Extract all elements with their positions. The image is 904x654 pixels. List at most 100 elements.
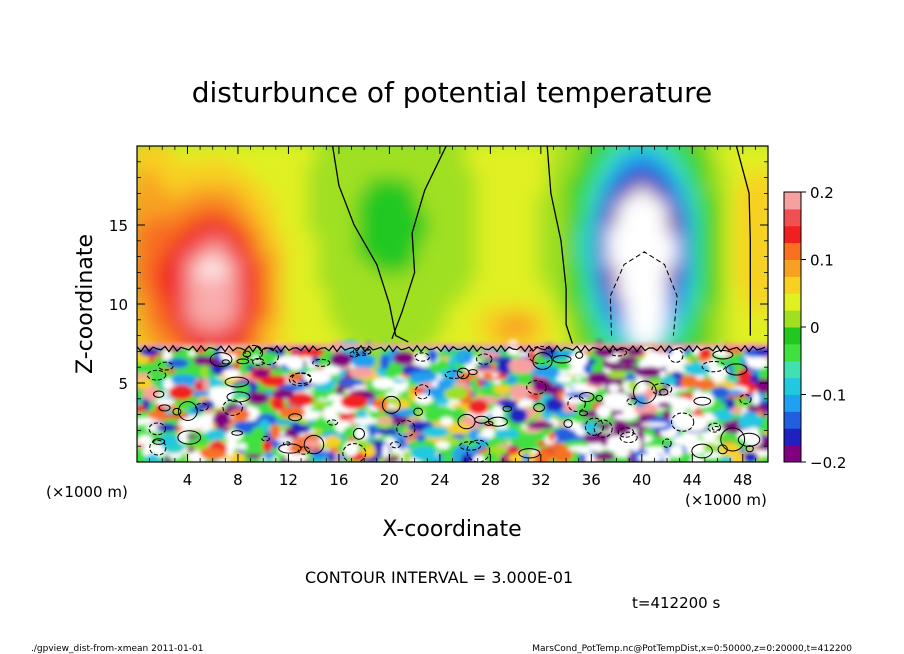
contour-small [224,376,249,388]
x-tick-label: 8 [233,471,243,489]
plot-area [137,146,768,462]
y-tick-label: 15 [109,217,128,235]
contour-small [712,350,734,360]
contour-boundary [137,344,766,353]
footer-left: ./gpview_dist-from-xmean 2011-01-01 [31,644,203,654]
contour-small [739,394,752,405]
x-tick-label: 24 [430,471,449,489]
colorbar-tick-label: 0.2 [810,184,834,202]
colorbar-segment [784,310,801,328]
contour-small [444,370,465,379]
contour-small [222,399,243,416]
colorbar-segment [784,394,801,412]
contour-small [563,419,573,428]
contour-small [578,391,595,403]
contour-small [575,351,584,359]
contour-small [226,391,251,403]
contour-small [349,351,359,358]
contour-small [252,357,265,366]
contour-small [476,353,493,365]
colorbar-segment [784,192,801,210]
contour-small [236,358,250,365]
contour-small [288,372,312,387]
contour-small [297,446,311,455]
y-axis-label: Z-coordinate [73,234,98,374]
x-tick-label: 36 [582,471,601,489]
contour-small [244,344,264,361]
contour-small [626,397,637,406]
colorbar-segments [784,192,801,463]
contour-small [459,441,482,451]
colorbar: 0.2 0.1 0 −0.1 −0.2 [783,184,846,472]
contour-small [609,348,628,357]
contour-small [518,448,541,459]
colorbar-tick-label: −0.1 [810,387,846,405]
contour-small [177,430,202,445]
contour-small [593,419,613,438]
contour-small [195,402,209,411]
contour-small [662,438,672,448]
upper-field [137,146,768,363]
colorbar-tick-label: −0.2 [810,454,846,472]
contour-small [381,395,401,414]
contour-small [146,369,167,381]
x-tick-label: 20 [380,471,399,489]
contour-small [177,401,198,421]
contour-small [737,432,761,447]
colorbar-segment [784,445,801,463]
contour-small [693,396,712,406]
contour-small [396,419,416,438]
contour-zero-right [546,146,574,344]
contour-small [711,425,721,431]
contour-small [456,367,470,380]
contour-small [532,352,553,370]
contour-small [533,403,545,413]
colorbar-segment [784,428,801,446]
contour-small [157,361,174,371]
contour-small [326,419,339,426]
footer-right: MarsCond_PotTemp.nc@PotTempDist,x=0:5000… [532,644,852,654]
contour-small [221,359,230,365]
contour-small [691,443,713,459]
contour-small [725,363,748,376]
contour-small [552,355,572,364]
contour-small [595,394,603,402]
x-unit-left: (×1000 m) [46,483,128,501]
contour-negative-core [609,251,678,336]
colorbar-segment [784,377,801,395]
contour-small [720,427,746,452]
colorbar-segment [784,360,801,379]
contour-small [303,434,325,455]
contour-interval: CONTOUR INTERVAL = 3.000E-01 [305,568,573,587]
contour-zero-far [735,146,751,336]
x-unit-right: (×1000 m) [685,491,767,509]
contour-small [528,345,553,365]
contour-small [578,410,589,417]
contour-small [414,352,430,362]
contour-small [670,412,695,432]
contour-small [390,441,401,449]
contour-small [413,407,424,416]
contour-small [414,384,431,400]
contour-small [148,422,167,436]
x-tick-label: 32 [531,471,550,489]
contour-small [474,415,490,424]
y-tick-label: 5 [118,375,128,393]
x-tick-label: 40 [632,471,651,489]
contour-small [619,431,638,444]
contour-small [152,438,166,445]
contour-small [526,380,547,395]
contour-small [342,443,367,462]
contour-small [584,417,604,436]
x-axis-label: X-coordinate [382,517,521,542]
contour-small [567,395,586,412]
colorbar-segment [784,208,801,227]
colorbar-segment [784,293,801,311]
x-tick-label: 12 [279,471,298,489]
contour-small [259,347,279,366]
contour-small [158,404,171,412]
contour-small [651,382,673,396]
colorbar-segment [784,259,801,277]
